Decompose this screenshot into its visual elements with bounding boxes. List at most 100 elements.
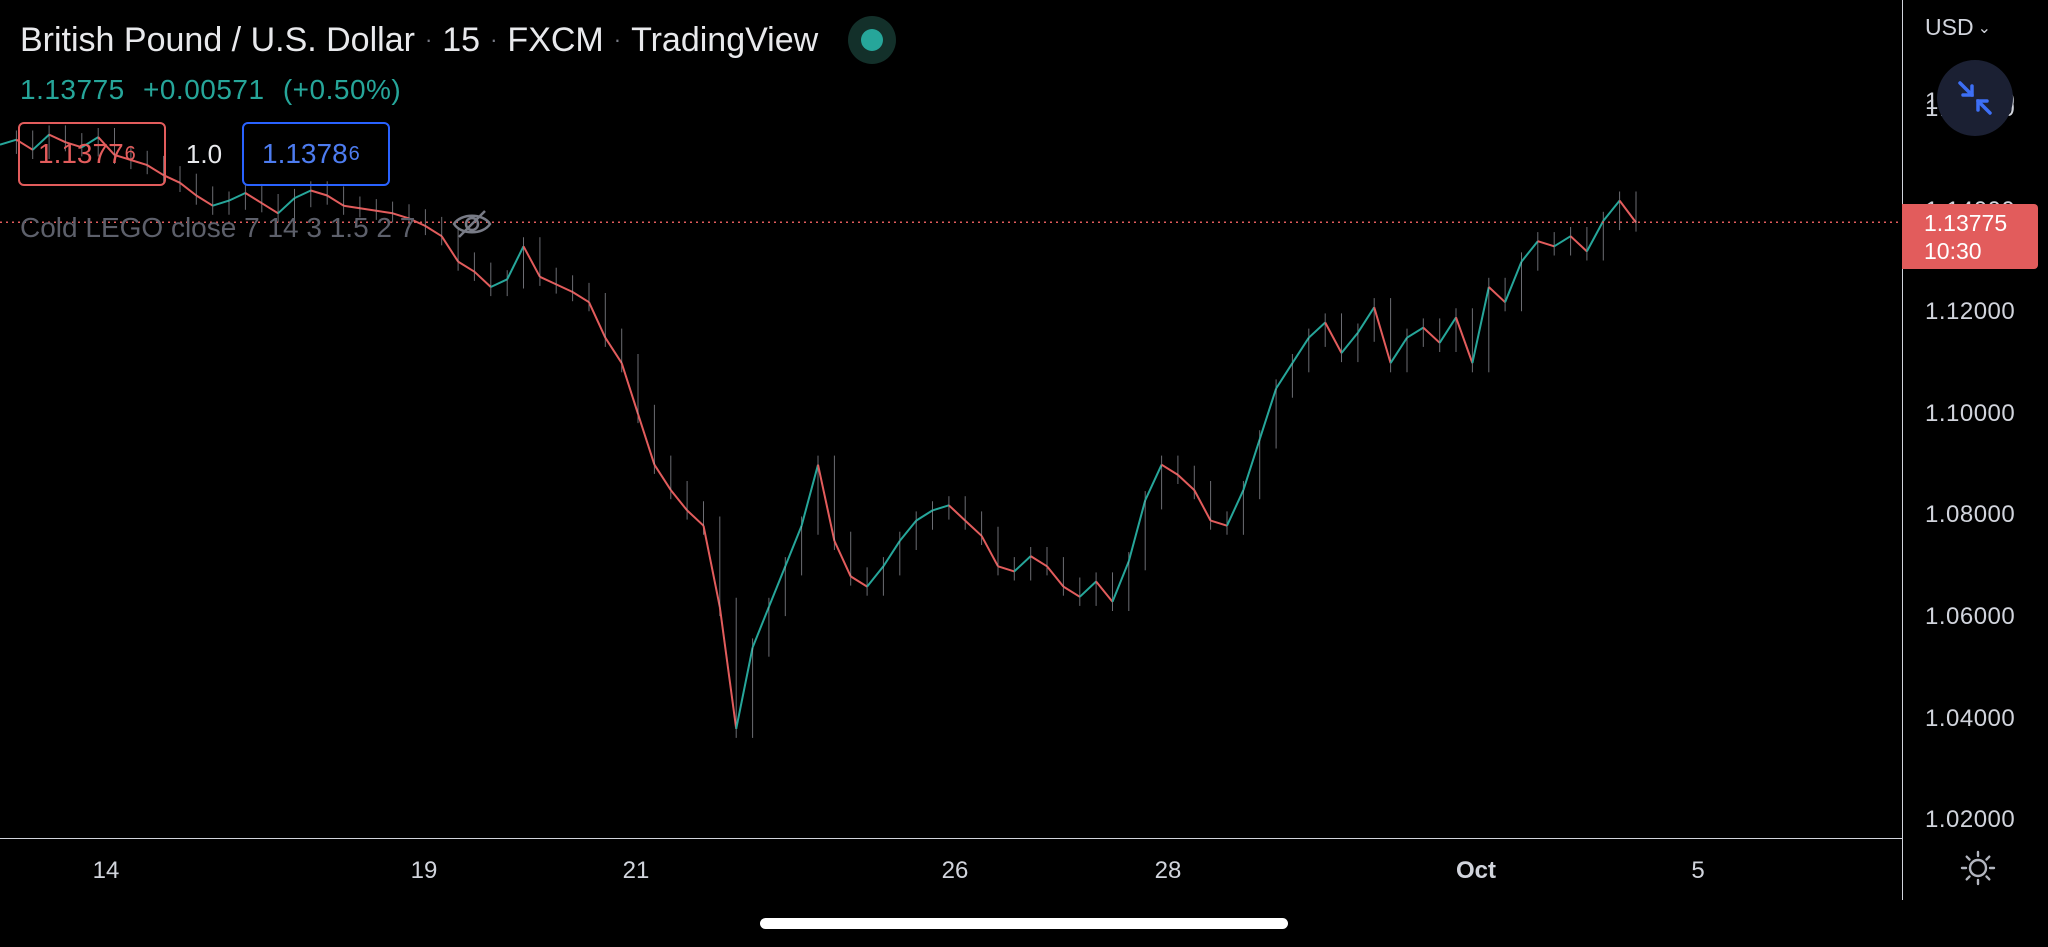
price-tick: 1.10000 [1925, 399, 2016, 427]
price-segment [899, 519, 917, 542]
price-segment [376, 209, 393, 215]
price-segment [980, 535, 999, 567]
price-segment [1406, 326, 1424, 339]
price-segment [506, 245, 525, 280]
price-segment [817, 464, 836, 542]
price-segment [343, 204, 361, 210]
price-segment [637, 413, 656, 466]
price-tick: 1.08000 [1925, 501, 2016, 529]
price-segment [539, 275, 557, 286]
price-segment [751, 606, 770, 648]
price-segment [1308, 321, 1326, 339]
price-segment [1553, 235, 1572, 248]
price-segment [800, 464, 819, 526]
price-segment [392, 212, 410, 220]
price-segment [1226, 489, 1245, 527]
price-chart[interactable] [0, 0, 1902, 838]
currency-selector[interactable]: USD ⌄ [1925, 14, 1991, 41]
collapse-fullscreen-button[interactable] [1937, 60, 2013, 136]
price-change: +0.00571 [143, 74, 265, 105]
symbol-legend: British Pound / U.S. Dollar · 15 · FXCM … [20, 16, 897, 106]
price-segment [326, 194, 345, 207]
price-segment [1242, 438, 1261, 491]
price-segment [1095, 580, 1114, 603]
price-segment [964, 519, 983, 537]
price-segment [1161, 463, 1179, 476]
price-segment [1013, 555, 1032, 573]
market-status-indicator[interactable] [848, 16, 897, 64]
price-segment [784, 525, 803, 567]
time-tick: Oct [1455, 857, 1497, 884]
price-segment [1504, 261, 1523, 303]
price-segment [32, 133, 50, 151]
price-segment [1438, 316, 1457, 344]
price-tick: 1.06000 [1925, 603, 2016, 631]
price-segment [1291, 337, 1310, 364]
currency-label: USD [1925, 14, 1974, 40]
chart-settings-button[interactable] [1960, 850, 1996, 886]
symbol-title-line[interactable]: British Pound / U.S. Dollar · 15 · FXCM … [20, 16, 897, 64]
chart-canvas[interactable] [0, 0, 1902, 838]
price-segment [850, 575, 868, 588]
price-segment [1079, 580, 1097, 598]
price-segment [522, 245, 541, 278]
eye-off-icon[interactable] [451, 208, 493, 247]
price-segment [572, 291, 590, 304]
price-segment [294, 189, 312, 200]
price-segment [1586, 220, 1605, 252]
price-segment [457, 260, 475, 273]
platform-label: TradingView [631, 20, 819, 59]
price-segment [81, 136, 99, 149]
price-segment [0, 138, 17, 146]
price-segment [1537, 240, 1555, 248]
price-segment [65, 141, 83, 149]
sell-price-pip: 6 [124, 142, 136, 165]
price-segment [1471, 286, 1490, 364]
price-segment [244, 192, 263, 205]
price-segment [424, 225, 443, 238]
price-segment [1210, 519, 1228, 527]
price-segment [670, 489, 688, 512]
time-tick: 19 [410, 857, 438, 884]
last-price-label: 1.13775 10:30 [1902, 204, 2038, 270]
price-segment [1455, 317, 1474, 364]
price-segment [195, 194, 214, 207]
price-segment [555, 283, 574, 293]
price-segment [932, 504, 950, 512]
quantity-value[interactable]: 1.0 [185, 138, 223, 169]
time-axis[interactable]: 14 19 21 26 28 Oct 5 [0, 838, 1902, 901]
interval-label[interactable]: 15 [442, 20, 481, 59]
price-change-percent: (+0.50%) [282, 74, 402, 105]
price-segment [359, 207, 377, 212]
price-tick: 1.12000 [1925, 298, 2016, 326]
price-segment [1569, 235, 1588, 253]
price-segment [882, 540, 901, 567]
price-segment [1258, 388, 1278, 440]
price-tick: 1.04000 [1925, 704, 2016, 732]
price-segment [1422, 326, 1441, 344]
price-segment [915, 509, 934, 522]
price-segment [767, 565, 787, 608]
sell-button[interactable]: 1.1377 6 [18, 122, 166, 186]
price-segment [588, 301, 607, 339]
home-indicator-bar[interactable] [760, 918, 1288, 929]
price-segment [1618, 200, 1637, 224]
price-segment [130, 159, 148, 167]
price-segment [146, 164, 165, 177]
sun-settings-icon [1960, 850, 1996, 886]
price-segment [277, 197, 296, 215]
price-segment [1062, 585, 1081, 598]
price-segment [653, 464, 672, 491]
market-open-dot-icon [861, 29, 884, 51]
symbol-name[interactable]: British Pound / U.S. Dollar [20, 20, 415, 59]
price-tick: 1.02000 [1925, 806, 2016, 834]
price-segment [440, 235, 459, 263]
buy-button[interactable]: 1.1378 6 [242, 122, 390, 186]
separator-dot: · [424, 27, 433, 52]
price-segment [310, 189, 328, 197]
price-segment [1520, 240, 1539, 263]
price-segment [1046, 565, 1065, 588]
indicator-label[interactable]: Cold LEGO close 7 14 3 1.5 2 7 [20, 211, 416, 243]
indicator-legend[interactable]: Cold LEGO close 7 14 3 1.5 2 7 [20, 208, 493, 247]
price-segment [163, 174, 181, 184]
